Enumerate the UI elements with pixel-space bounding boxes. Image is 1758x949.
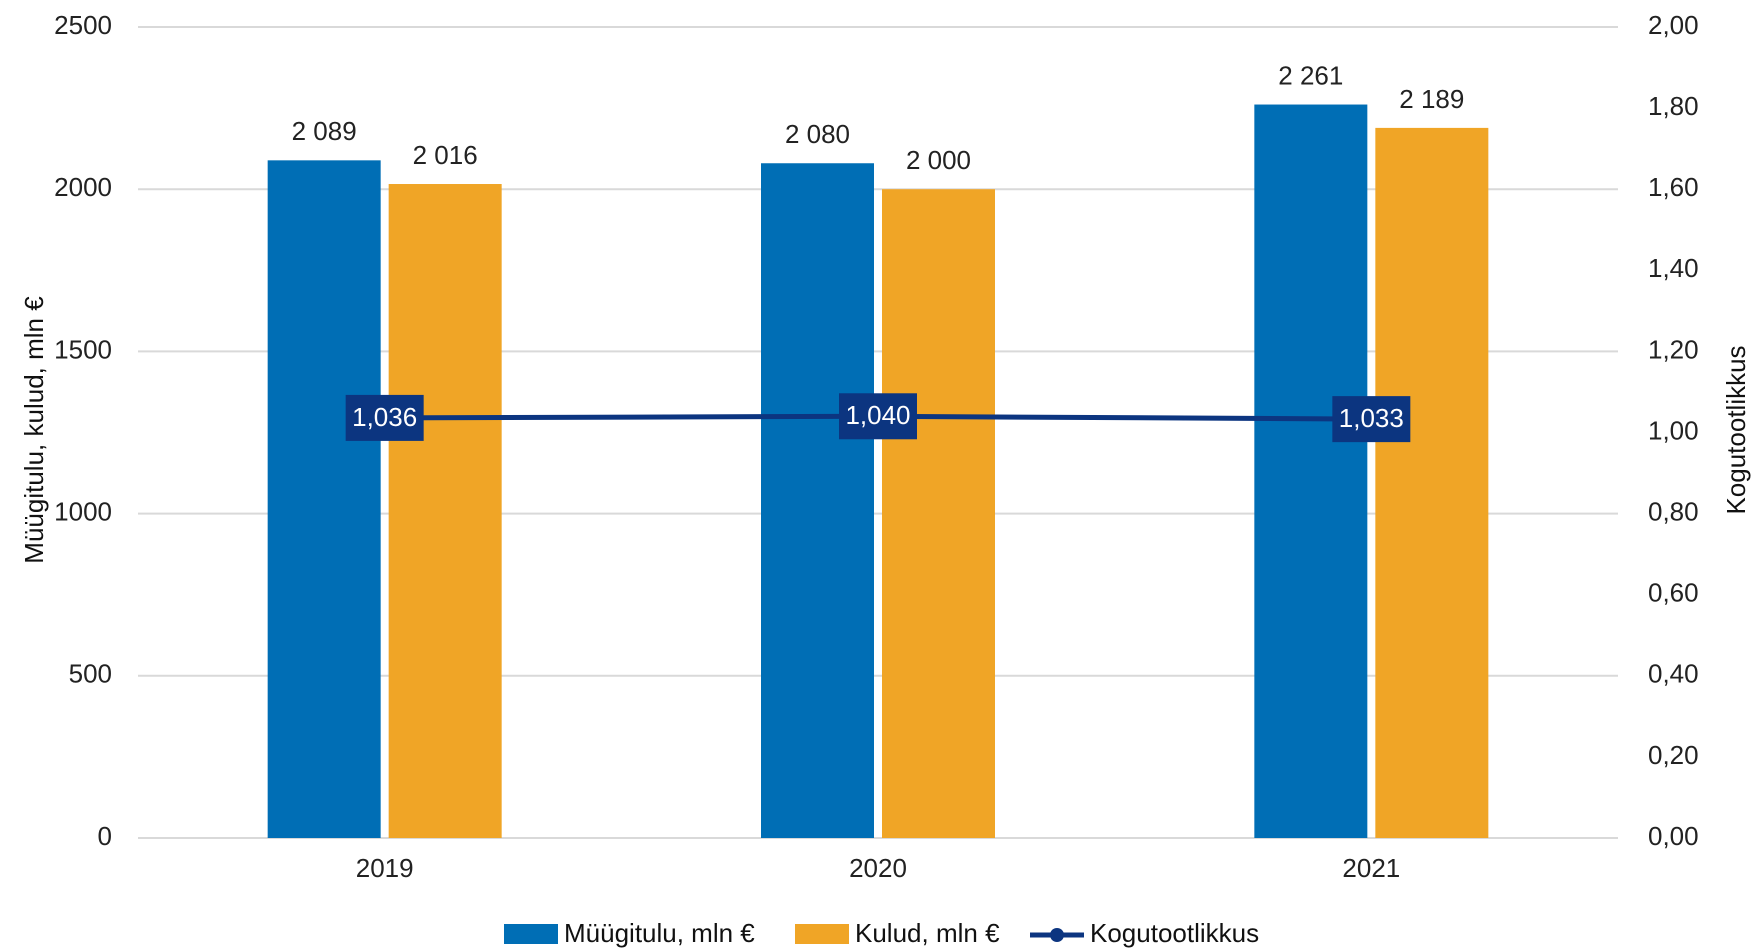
x-tick-label-2021: 2021 xyxy=(1342,853,1400,883)
right-tick-label-10: 2,00 xyxy=(1648,10,1699,40)
right-tick-label-9: 1,80 xyxy=(1648,91,1699,121)
left-tick-label-1: 500 xyxy=(69,659,112,689)
right-tick-label-8: 1,60 xyxy=(1648,172,1699,202)
right-axis-ticks: 0,00 0,20 0,40 0,60 0,80 1,00 1,20 1,40 1,60 1,80… xyxy=(1648,10,1699,851)
bar-sales-2021 xyxy=(1254,104,1368,838)
bar-label-costs-2019: 2 016 xyxy=(413,140,478,170)
left-tick-label-2: 1000 xyxy=(54,496,112,526)
legend: Müügitulu, mln € Kulud, mln € Kogutootli… xyxy=(504,918,1259,948)
x-tick-label-2020: 2020 xyxy=(849,853,907,883)
line-label-box-2020 xyxy=(839,393,917,440)
bar-costs-2020 xyxy=(882,189,995,838)
legend-marker-productivity xyxy=(1050,928,1064,942)
left-tick-label-5: 2500 xyxy=(54,10,112,40)
left-tick-label-0: 0 xyxy=(98,821,112,851)
bar-label-costs-2021: 2 189 xyxy=(1399,84,1464,114)
right-axis-title: Kogutootlikkus xyxy=(1721,345,1751,514)
bar-data-labels: 2 089 2 016 2 080 2 000 2 261 2 189 xyxy=(292,60,1465,175)
line-label-2019: 1,036 xyxy=(352,402,417,432)
right-tick-label-5: 1,00 xyxy=(1648,415,1699,445)
line-label-2020: 1,040 xyxy=(845,400,910,430)
x-tick-label-2019: 2019 xyxy=(356,853,414,883)
left-axis-title: Müügitulu, kulud, mln € xyxy=(19,296,49,564)
bar-label-sales-2021: 2 261 xyxy=(1278,60,1343,90)
left-tick-label-3: 1500 xyxy=(54,334,112,364)
right-tick-label-0: 0,00 xyxy=(1648,821,1699,851)
right-tick-label-6: 1,20 xyxy=(1648,334,1699,364)
line-label-2021: 1,033 xyxy=(1339,403,1404,433)
line-series: 1,036 1,040 1,033 xyxy=(345,393,1411,443)
line-label-box-2019 xyxy=(345,394,424,441)
bar-label-sales-2019: 2 089 xyxy=(292,116,357,146)
legend-label-productivity: Kogutootlikkus xyxy=(1090,918,1259,948)
bars xyxy=(267,104,1489,839)
legend-label-sales: Müügitulu, mln € xyxy=(564,918,755,948)
bar-sales-2020 xyxy=(761,163,874,839)
left-tick-label-4: 2000 xyxy=(54,172,112,202)
right-tick-label-4: 0,80 xyxy=(1648,496,1699,526)
bar-costs-2019 xyxy=(388,184,502,839)
right-tick-label-2: 0,40 xyxy=(1648,659,1699,689)
legend-swatch-sales xyxy=(504,924,558,944)
bar-label-sales-2020: 2 080 xyxy=(785,119,850,149)
bar-sales-2019 xyxy=(267,160,381,839)
right-tick-label-3: 0,60 xyxy=(1648,578,1699,608)
legend-label-costs: Kulud, mln € xyxy=(855,918,1000,948)
line-label-box-2021 xyxy=(1332,396,1411,443)
right-tick-label-1: 0,20 xyxy=(1648,740,1699,770)
bar-label-costs-2020: 2 000 xyxy=(906,145,971,175)
left-axis-ticks: 0 500 1000 1500 2000 2500 xyxy=(54,10,112,851)
legend-swatch-costs xyxy=(795,924,849,944)
gridlines xyxy=(138,26,1618,839)
bar-costs-2021 xyxy=(1375,127,1489,838)
x-axis-ticks: 2019 2020 2021 xyxy=(356,853,1401,883)
right-tick-label-7: 1,40 xyxy=(1648,253,1699,283)
